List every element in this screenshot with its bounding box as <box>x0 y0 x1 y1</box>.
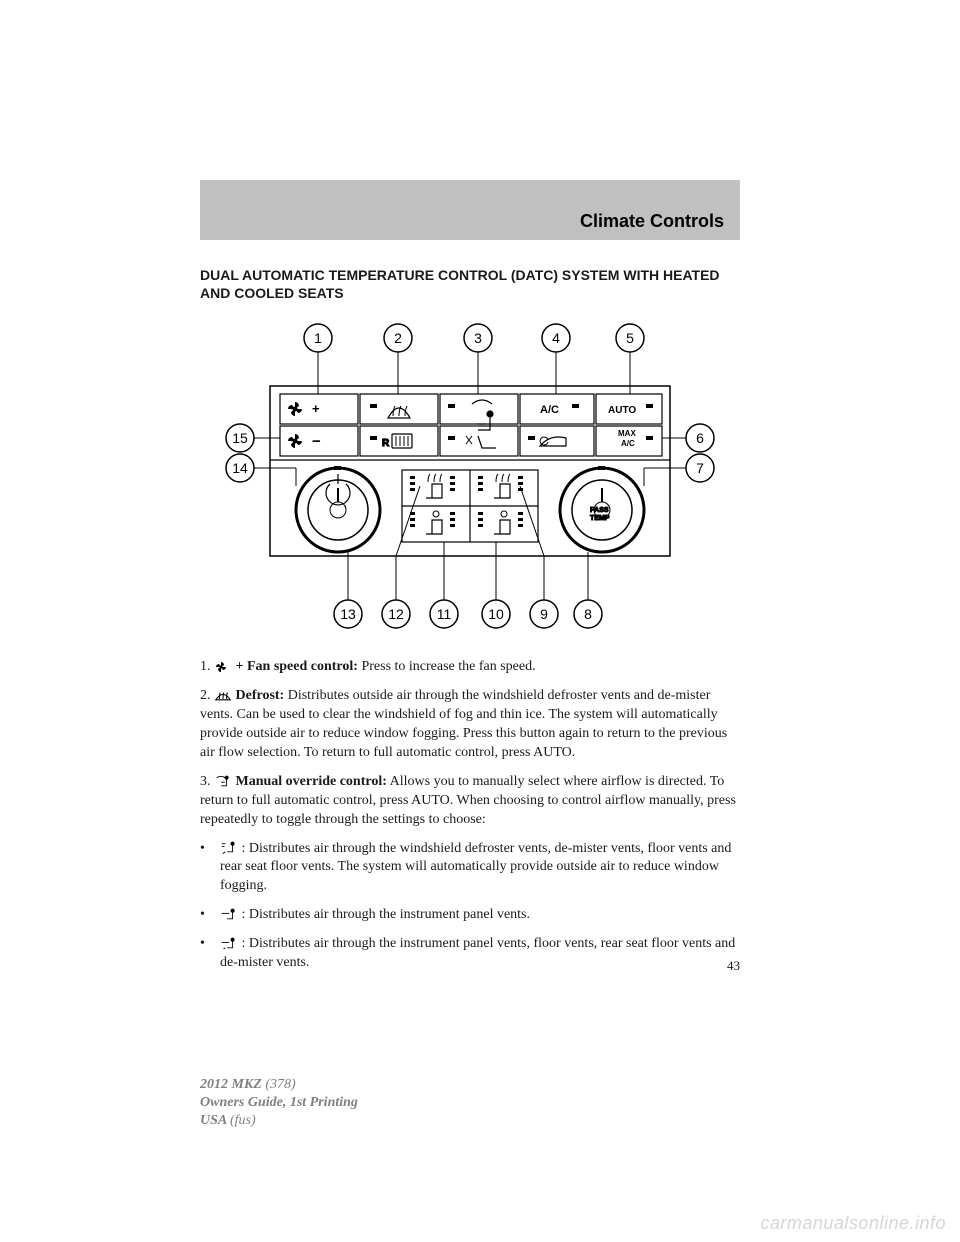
item-1: 1. + Fan speed control: Press to increas… <box>200 658 740 677</box>
svg-text:5: 5 <box>626 330 634 346</box>
section-title: DUAL AUTOMATIC TEMPERATURE CONTROL (DATC… <box>200 266 740 302</box>
footer: 2012 MKZ (378) Owners Guide, 1st Printin… <box>200 1076 358 1131</box>
svg-text:3: 3 <box>474 330 482 346</box>
svg-text:6: 6 <box>696 430 704 446</box>
bullet-item: • : Distributes air through the instrume… <box>200 906 740 925</box>
floor-defrost-icon <box>220 841 238 855</box>
svg-text:MAX: MAX <box>618 429 636 438</box>
defrost-icon <box>214 689 232 703</box>
svg-text:A/C: A/C <box>621 439 635 448</box>
footer-region: USA <box>200 1113 230 1128</box>
svg-text:15: 15 <box>232 430 248 446</box>
panel-floor-icon <box>220 937 238 951</box>
svg-text:AUTO: AUTO <box>608 405 636 416</box>
svg-text:A/C: A/C <box>540 404 559 416</box>
bullet-list: • : Distributes air through the windshie… <box>200 840 740 973</box>
footer-code: (378) <box>265 1077 295 1092</box>
footer-fus: (fus) <box>230 1113 256 1128</box>
watermark: carmanualsonline.info <box>760 1213 946 1234</box>
bullet-item: • : Distributes air through the windshie… <box>200 840 740 897</box>
svg-text:1: 1 <box>314 330 322 346</box>
footer-guide: Owners Guide, 1st Printing <box>200 1094 358 1112</box>
svg-text:2: 2 <box>394 330 402 346</box>
panel-vent-icon <box>220 908 238 922</box>
climate-control-diagram: + − R <box>210 316 730 636</box>
svg-text:12: 12 <box>388 606 404 622</box>
svg-text:TEMP: TEMP <box>590 515 610 522</box>
svg-text:−: − <box>312 433 321 450</box>
svg-text:7: 7 <box>696 460 704 476</box>
svg-text:11: 11 <box>437 606 452 622</box>
svg-text:+: + <box>312 401 320 416</box>
item-3: 3. Manual override control: Allows you t… <box>200 773 740 830</box>
svg-text:13: 13 <box>340 606 356 622</box>
footer-model: 2012 MKZ <box>200 1077 265 1092</box>
item-2: 2. Defrost: Distributes outside air thro… <box>200 687 740 763</box>
svg-text:4: 4 <box>552 330 560 346</box>
airflow-mode-icon <box>214 775 232 789</box>
svg-text:10: 10 <box>488 606 504 622</box>
svg-text:8: 8 <box>584 606 592 622</box>
bullet-item: • : Distributes air through the instrume… <box>200 935 740 973</box>
svg-text:9: 9 <box>540 606 548 622</box>
page-content: DUAL AUTOMATIC TEMPERATURE CONTROL (DATC… <box>200 220 740 983</box>
svg-text:PASS: PASS <box>590 507 609 514</box>
page-number: 43 <box>727 958 740 974</box>
svg-text:14: 14 <box>232 460 248 476</box>
svg-text:R: R <box>382 438 390 449</box>
fan-icon <box>214 660 232 674</box>
